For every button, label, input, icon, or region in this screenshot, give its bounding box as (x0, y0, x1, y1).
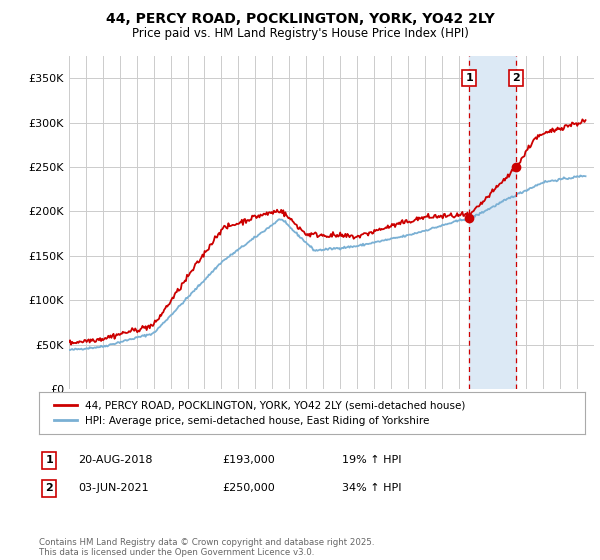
Text: Price paid vs. HM Land Registry's House Price Index (HPI): Price paid vs. HM Land Registry's House … (131, 27, 469, 40)
Text: 20-AUG-2018: 20-AUG-2018 (78, 455, 152, 465)
Text: 34% ↑ HPI: 34% ↑ HPI (342, 483, 401, 493)
Bar (469, 56, 517, 389)
Text: 19% ↑ HPI: 19% ↑ HPI (342, 455, 401, 465)
Text: 2: 2 (512, 73, 520, 83)
Text: Contains HM Land Registry data © Crown copyright and database right 2025.
This d: Contains HM Land Registry data © Crown c… (39, 538, 374, 557)
Text: £250,000: £250,000 (222, 483, 275, 493)
Text: 1: 1 (466, 73, 473, 83)
Text: 03-JUN-2021: 03-JUN-2021 (78, 483, 149, 493)
Text: 2: 2 (46, 483, 53, 493)
Text: 1: 1 (46, 455, 53, 465)
Legend: 44, PERCY ROAD, POCKLINGTON, YORK, YO42 2LY (semi-detached house), HPI: Average : 44, PERCY ROAD, POCKLINGTON, YORK, YO42 … (50, 396, 470, 430)
Text: 44, PERCY ROAD, POCKLINGTON, YORK, YO42 2LY: 44, PERCY ROAD, POCKLINGTON, YORK, YO42 … (106, 12, 494, 26)
Text: £193,000: £193,000 (222, 455, 275, 465)
